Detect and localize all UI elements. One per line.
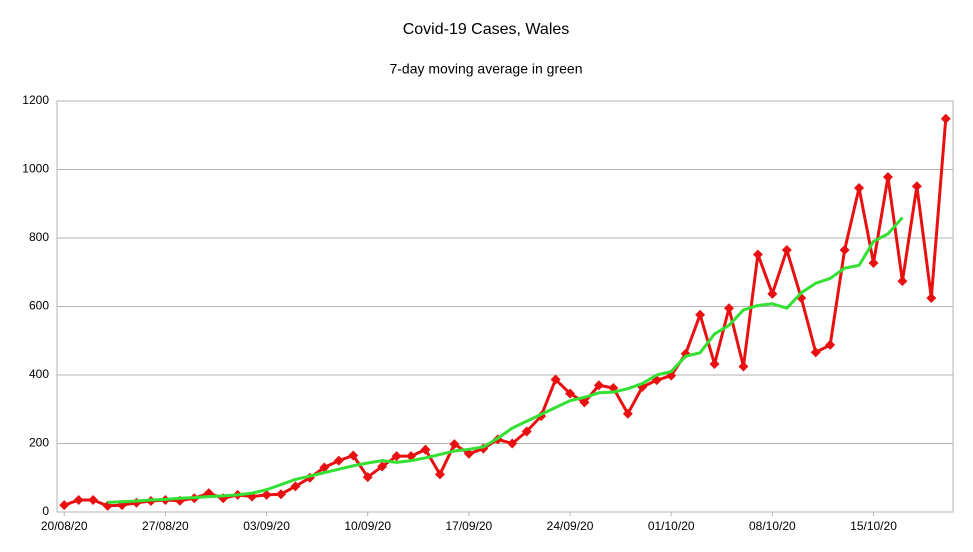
data-point <box>940 113 951 124</box>
data-point <box>810 347 821 358</box>
x-tick-label: 20/08/20 <box>41 519 88 533</box>
data-point <box>391 451 402 462</box>
y-tick-label: 400 <box>29 367 49 381</box>
data-point <box>882 172 893 183</box>
data-point <box>550 374 561 385</box>
data-point <box>507 438 518 449</box>
y-tick-label: 800 <box>29 230 49 244</box>
data-point <box>377 461 388 472</box>
data-point <box>348 450 359 461</box>
data-point <box>59 500 70 511</box>
data-point <box>420 444 431 455</box>
data-point <box>276 489 286 500</box>
data-point <box>333 455 344 466</box>
data-point <box>767 288 778 299</box>
x-tick-label: 03/09/20 <box>243 519 290 533</box>
data-point <box>709 359 720 370</box>
data-point <box>319 462 330 473</box>
y-tick-label: 1000 <box>22 162 49 176</box>
data-point <box>752 249 763 260</box>
data-point <box>73 495 84 506</box>
data-point <box>579 397 590 408</box>
y-tick-label: 0 <box>42 504 49 518</box>
x-tick-label: 17/09/20 <box>446 519 493 533</box>
x-tick-label: 15/10/20 <box>850 519 897 533</box>
chart-subtitle: 7-day moving average in green <box>389 61 582 77</box>
data-point <box>593 380 604 391</box>
data-point <box>521 426 532 437</box>
chart-title: Covid-19 Cases, Wales <box>403 21 570 38</box>
data-point <box>695 309 706 320</box>
data-point <box>781 244 792 255</box>
data-point <box>463 448 474 459</box>
data-point <box>738 361 749 372</box>
plot-frame <box>56 100 954 513</box>
data-point <box>724 303 734 314</box>
data-point <box>854 182 865 193</box>
data-point <box>897 276 908 287</box>
data-point <box>290 481 301 492</box>
data-point <box>565 388 576 399</box>
data-point <box>131 497 142 508</box>
x-tick-label: 08/10/20 <box>749 519 796 533</box>
data-point <box>825 339 836 350</box>
x-tick-label: 27/08/20 <box>142 519 189 533</box>
x-tick-label: 10/09/20 <box>344 519 391 533</box>
data-point <box>261 489 272 500</box>
series-line <box>63 118 948 508</box>
data-point <box>622 408 633 419</box>
x-tick-label: 24/09/20 <box>547 519 594 533</box>
data-point <box>362 472 373 483</box>
series-line <box>107 216 904 504</box>
x-tick-label: 01/10/20 <box>648 519 695 533</box>
y-tick-label: 200 <box>29 436 49 450</box>
data-point <box>839 244 850 255</box>
data-point <box>449 439 460 450</box>
y-tick-label: 600 <box>29 299 49 313</box>
data-point <box>911 181 922 192</box>
data-point <box>868 258 879 269</box>
y-tick-label: 1200 <box>22 93 49 107</box>
data-point <box>88 495 99 506</box>
data-point <box>926 292 937 303</box>
data-point <box>434 469 445 480</box>
